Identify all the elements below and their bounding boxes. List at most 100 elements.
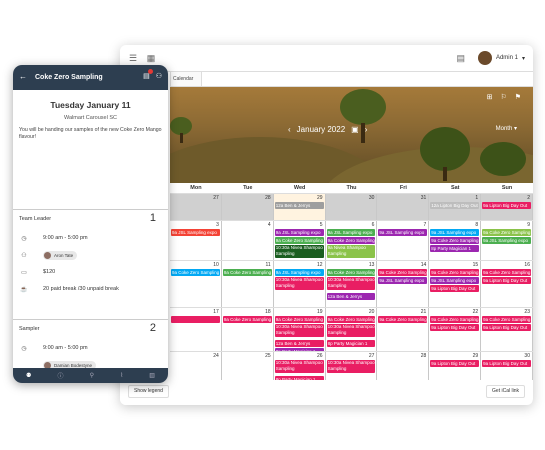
day-number: 12 bbox=[316, 262, 323, 268]
calendar-event[interactable]: 9a Coke Zero Sampling bbox=[326, 237, 376, 244]
people-icon: ⚇ bbox=[21, 252, 27, 259]
person-chip[interactable]: Aron Tate bbox=[43, 250, 78, 260]
chat-icon[interactable]: ▤ bbox=[143, 69, 153, 80]
calendar-event[interactable]: 9a JSL Sampling expo bbox=[430, 277, 480, 284]
calendar-event[interactable]: 9a Lipton Big Day Out bbox=[482, 360, 531, 367]
menu-icon[interactable]: ☰ bbox=[128, 53, 138, 63]
calendar-event[interactable]: 9a Coke Zero Sampling bbox=[430, 316, 480, 323]
payment-icon: ▭ bbox=[21, 269, 27, 276]
calendar-event[interactable]: 9a JSL Sampling expo bbox=[326, 229, 376, 236]
day-number: 5 bbox=[319, 222, 323, 228]
day-cell[interactable]: 31 bbox=[377, 194, 430, 220]
show-legend-button[interactable]: Show legend bbox=[128, 385, 169, 398]
calendar-picker-icon[interactable]: ▣ bbox=[351, 125, 359, 134]
calendar-event[interactable]: 12a Lipton Big Day Out bbox=[430, 202, 480, 209]
calendar-event[interactable]: 9a JSL Sampling expo bbox=[378, 277, 428, 284]
grid-view-icon[interactable]: ⊞ bbox=[486, 94, 493, 101]
calendar-event[interactable]: 9a Coke Zero Sampling bbox=[378, 269, 428, 276]
calendar-event[interactable]: 9a JSL Sampling expo bbox=[274, 229, 324, 236]
calendar-event[interactable]: 9a Coke Zero Sampling bbox=[378, 316, 428, 323]
desktop-window: ☰ ▦ ▤ Admin 1 ▾ Calendar ⊞ ⚐ ⚑ ‹ January… bbox=[120, 45, 533, 405]
calendar-event[interactable]: 9a Coke Zero Sampling bbox=[482, 229, 531, 236]
person-chip[interactable]: Damian Bodestyne bbox=[43, 360, 97, 370]
prev-month-button[interactable]: ‹ bbox=[288, 125, 291, 134]
flag-icon[interactable]: ⚑ bbox=[514, 94, 521, 101]
calendar-event[interactable]: 10:30a Nivea Shampoo Sampling bbox=[326, 277, 376, 290]
back-arrow-icon[interactable]: ← bbox=[19, 72, 27, 81]
calendar-event[interactable]: 9a JSL Sampling expo bbox=[378, 229, 428, 236]
day-cell[interactable]: 3 bbox=[170, 221, 222, 260]
day-cell[interactable]: 7 bbox=[377, 221, 430, 260]
calendar-event[interactable]: 9a Coke Zero Sampling bbox=[482, 269, 531, 276]
calendar-event[interactable]: 9a JSL Sampling expo bbox=[482, 237, 531, 244]
people-icon[interactable]: ⚉ bbox=[26, 373, 32, 379]
day-cell[interactable]: 28 bbox=[221, 194, 274, 220]
calendar-event[interactable]: 9a Lipton Big Day Out bbox=[430, 324, 480, 331]
calendar-event[interactable]: 8p Party Magician 1 bbox=[274, 376, 324, 383]
day-cell[interactable]: 16 bbox=[481, 261, 533, 307]
calendar-event[interactable]: 9a Lipton Big Day Out bbox=[482, 202, 531, 209]
calendar-event[interactable]: 8p Party Magician 1 bbox=[430, 245, 480, 252]
role-detail-row: ▭ $120 bbox=[19, 266, 159, 278]
weekday-fri: Fri bbox=[399, 185, 407, 191]
calendar-event[interactable]: 9a Coke Zero Sampling bbox=[171, 269, 220, 276]
calendar-event[interactable]: 9a Coke Zero Sampling bbox=[326, 316, 376, 323]
admin-menu[interactable]: Admin 1 ▾ bbox=[477, 51, 525, 65]
calendar-event[interactable]: 9a JSL Sampling expo bbox=[171, 229, 220, 236]
calendar-event[interactable]: 12a Ben & Jerrys bbox=[274, 202, 324, 209]
get-ical-button[interactable]: Get iCal link bbox=[486, 385, 525, 398]
calendar-event[interactable]: 9a Nivea Shampoo Sampling bbox=[326, 245, 376, 258]
day-cell[interactable]: 17 bbox=[170, 308, 222, 351]
calendar-event[interactable]: 9a JSL Sampling expo bbox=[274, 269, 324, 276]
calendar-event[interactable]: 9a Lipton Big Day Out bbox=[482, 277, 531, 284]
calendar-event[interactable]: 9a JSL Sampling expo bbox=[430, 229, 480, 236]
next-month-button[interactable]: › bbox=[364, 125, 368, 134]
info-icon[interactable]: ⓘ bbox=[57, 374, 64, 380]
day-cell[interactable]: 15 bbox=[429, 261, 482, 307]
tab-calendar[interactable]: Calendar bbox=[170, 72, 203, 87]
calendar-event[interactable]: 9a Coke Zero Sampling bbox=[430, 237, 480, 244]
calendar-event[interactable]: 10:30a Nivea Shampoo Sampling bbox=[274, 277, 324, 290]
calendar-icon[interactable]: ▦ bbox=[146, 53, 156, 63]
calendar-event[interactable]: 9a Coke Zero Sampling bbox=[222, 316, 272, 323]
day-cell[interactable]: 4 bbox=[221, 221, 274, 260]
calendar-event[interactable]: 10:30a Nivea Shampoo Sampling bbox=[274, 324, 324, 337]
calendar-event[interactable] bbox=[171, 316, 220, 323]
calendar-event[interactable]: 10:30a Nivea Shampoo Sampling bbox=[326, 324, 376, 337]
calendar-event[interactable]: 9a Coke Zero Sampling bbox=[274, 316, 324, 323]
calendar-event[interactable]: 12a Ben & Jerrys bbox=[274, 340, 324, 347]
view-mode-select[interactable]: Month ▾ bbox=[495, 126, 517, 132]
chat-icon[interactable]: ▤ bbox=[456, 53, 465, 63]
calendar-event[interactable]: 10:30a Nivea Shampoo Sampling bbox=[274, 245, 324, 258]
day-cell[interactable]: 18 bbox=[221, 308, 274, 351]
day-cell[interactable]: 30 bbox=[325, 194, 378, 220]
calendar-event[interactable]: 8p Party Magician 1 bbox=[326, 340, 376, 347]
day-number: 7 bbox=[423, 222, 427, 228]
calendar-event[interactable]: 9a Coke Zero Sampling bbox=[482, 316, 531, 323]
calendar-event[interactable]: 9a Lipton Big Day Out bbox=[430, 360, 480, 367]
day-cell[interactable]: 11 bbox=[221, 261, 274, 307]
day-cell[interactable]: 27 bbox=[170, 194, 222, 220]
calendar-event[interactable]: 9a Coke Zero Sampling bbox=[222, 269, 272, 276]
day-cell[interactable]: 21 bbox=[377, 308, 430, 351]
calendar-event[interactable]: 10:30a Nivea Shampoo Sampling bbox=[274, 360, 324, 373]
calendar-event[interactable]: 9a Lipton Big Day Out bbox=[430, 285, 480, 292]
calendar-event[interactable]: 9a Lipton Big Day Out bbox=[482, 324, 531, 331]
day-number: 23 bbox=[524, 309, 530, 315]
day-cell[interactable]: 10 bbox=[170, 261, 222, 307]
flag-outline-icon[interactable]: ⚐ bbox=[500, 94, 507, 101]
day-number: 9 bbox=[527, 222, 530, 228]
day-number: 31 bbox=[420, 195, 427, 201]
calendar-event[interactable]: 10:30a Nivea Shampoo Sampling bbox=[326, 360, 376, 373]
calendar-event[interactable]: 9a Coke Zero Sampling bbox=[274, 237, 324, 244]
attachment-icon[interactable]: ⌇ bbox=[120, 373, 124, 379]
calendar-event[interactable]: 12a Ben & Jerrys bbox=[326, 293, 376, 300]
day-cell[interactable]: 14 bbox=[377, 261, 430, 307]
calendar-event[interactable]: 9a Coke Zero Sampling bbox=[326, 269, 376, 276]
role-detail-row: ☕ 20 paid break /30 unpaid break bbox=[20, 286, 119, 293]
calendar-event[interactable]: 9a Coke Zero Sampling bbox=[430, 269, 480, 276]
chevron-down-icon: ▾ bbox=[521, 55, 525, 62]
add-person-icon[interactable]: ⚇ bbox=[155, 73, 162, 80]
map-icon[interactable]: ▥ bbox=[149, 373, 155, 379]
walk-icon[interactable]: ⚲ bbox=[89, 373, 95, 379]
